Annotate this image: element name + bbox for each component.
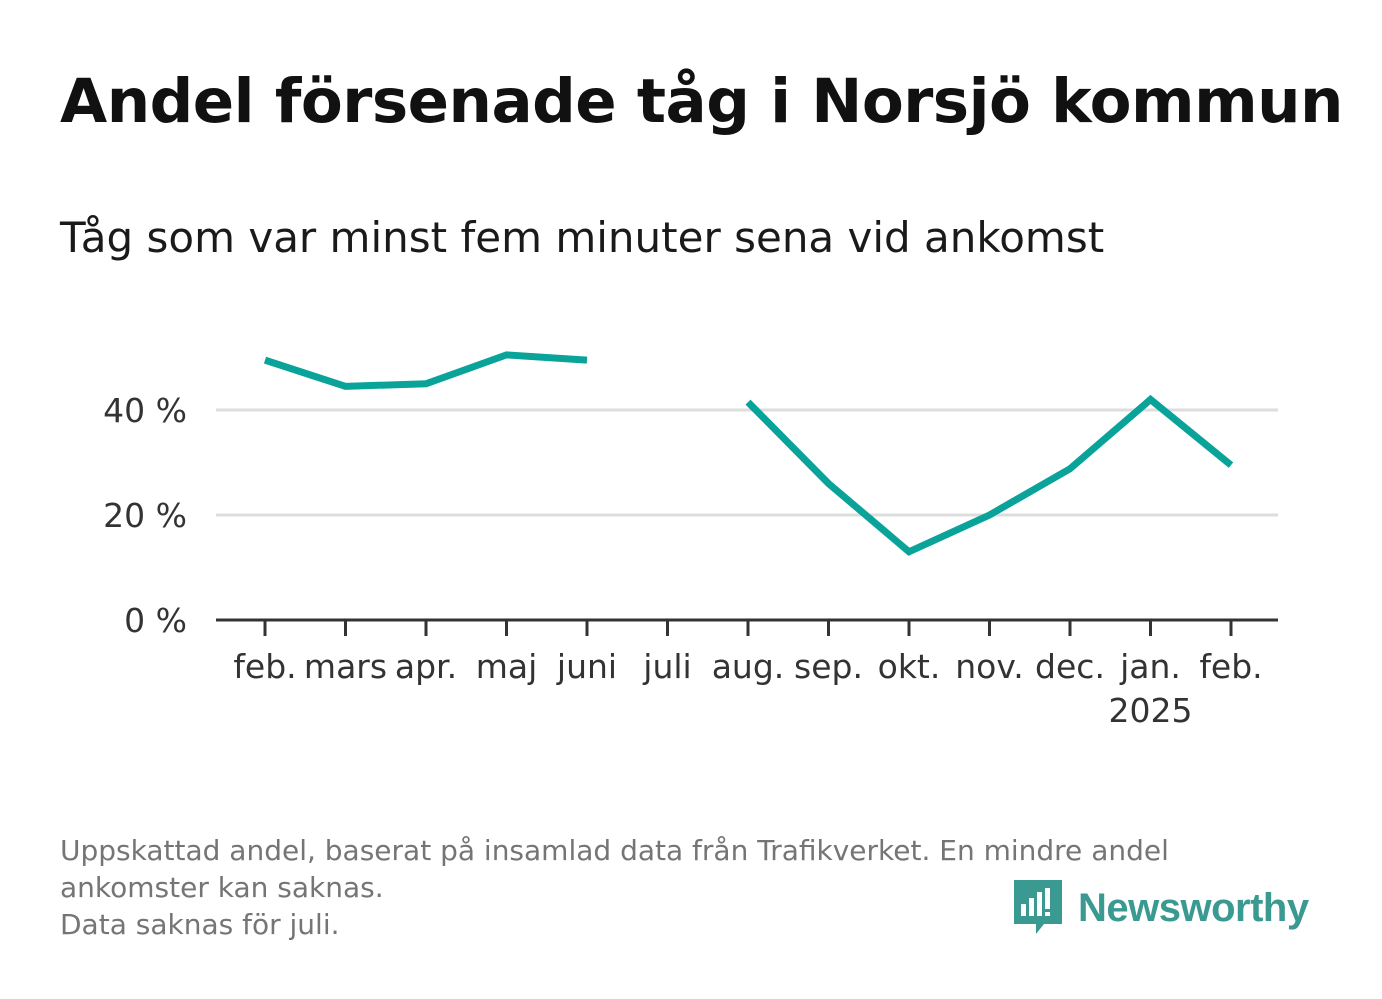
chart-subtitle: Tåg som var minst fem minuter sena vid a… <box>60 213 1105 262</box>
footnote-line-2: ankomster kan saknas. <box>60 871 384 904</box>
x-axis <box>216 618 1278 636</box>
x-tick-label: okt. <box>878 647 941 686</box>
x-tick-labels: feb. mars apr. maj juni juli aug. sep. okt. nov. d… <box>233 647 1262 730</box>
x-tick-label: aug. <box>712 647 785 686</box>
y-tick-label: 0 % <box>124 601 187 640</box>
gridlines <box>216 408 1278 517</box>
y-tick-label: 40 % <box>103 391 187 430</box>
x-tick-label: dec. <box>1035 647 1105 686</box>
series-line-segment <box>263 351 588 390</box>
series-line-segment <box>745 394 1234 556</box>
x-tick-label: sep. <box>794 647 863 686</box>
footnote: Uppskattad andel, baserat på insamlad da… <box>60 832 1310 943</box>
brand-name: Newsworthy <box>1078 885 1309 930</box>
x-tick-label: maj <box>476 647 538 686</box>
newsworthy-icon <box>1014 880 1062 934</box>
x-tick-label: feb. <box>233 647 296 686</box>
x-tick-sublabel: 2025 <box>1109 691 1193 730</box>
x-tick-label: mars <box>304 647 387 686</box>
y-tick-labels: 0 % 20 % 40 % <box>103 391 187 640</box>
x-tick-label: juni <box>556 647 617 686</box>
x-tick-label: juli <box>642 647 691 686</box>
x-tick-label: feb. <box>1199 647 1262 686</box>
footnote-line-3: Data saknas för juli. <box>60 908 340 941</box>
brand-logo: Newsworthy <box>1010 878 1309 938</box>
x-tick-label: nov. <box>955 647 1024 686</box>
x-tick-label: jan. <box>1119 647 1181 686</box>
footnote-line-1: Uppskattad andel, baserat på insamlad da… <box>60 834 1169 867</box>
x-tick-label: apr. <box>395 647 457 686</box>
series-lines <box>263 351 1234 556</box>
chart-title: Andel försenade tåg i Norsjö kommun <box>60 66 1343 137</box>
y-tick-label: 20 % <box>103 496 187 535</box>
